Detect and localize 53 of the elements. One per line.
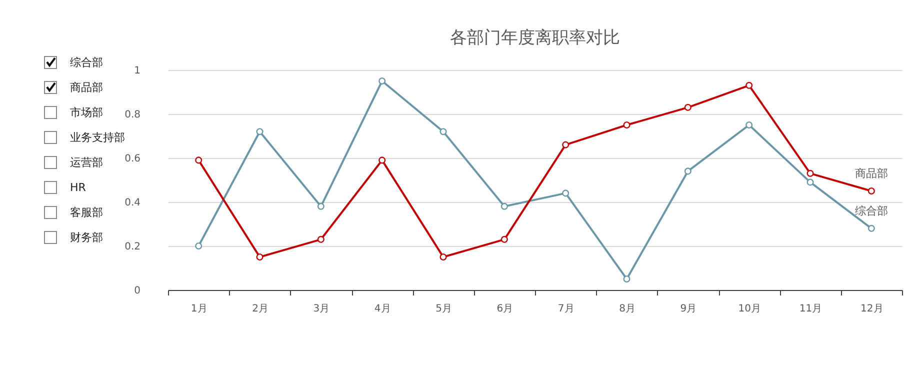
text: 业务支持部: [70, 130, 125, 145]
x-tick-label: 6月: [496, 304, 514, 314]
x-tick-label: 2月: [252, 304, 268, 314]
x-tick-label: 11月: [799, 304, 822, 314]
point: [500, 236, 508, 243]
x-tick-label: 9月: [680, 304, 697, 314]
point: [195, 242, 202, 250]
x-tick-label: 10月: [738, 304, 761, 314]
point: [623, 275, 630, 283]
y-tick-label: 1: [134, 66, 140, 76]
point: [378, 77, 386, 85]
point: [868, 187, 875, 195]
x-tick-label: 7月: [558, 304, 574, 314]
text: 客服部: [70, 205, 103, 220]
point: [195, 156, 202, 164]
point: [440, 253, 447, 261]
text: 财务部: [70, 230, 103, 245]
point: [562, 141, 570, 148]
point: [256, 253, 264, 261]
x-tick-label: 1月: [190, 304, 208, 314]
text: HR: [70, 181, 86, 194]
point: [256, 128, 264, 136]
y-tick-label: 0.2: [124, 242, 140, 252]
y-tick-label: 0.8: [124, 110, 140, 120]
point: [684, 168, 692, 175]
point: [746, 82, 753, 89]
point: [684, 104, 692, 111]
point: [806, 178, 814, 186]
text: 市场部: [70, 105, 103, 120]
x-tick-label: 12月: [860, 304, 884, 314]
y-tick-label: 0.6: [124, 154, 140, 164]
point: [500, 202, 508, 210]
x-tick-label: 5月: [436, 304, 452, 314]
point: [746, 121, 753, 129]
point: [378, 156, 386, 164]
x-tick-label: 8月: [619, 304, 636, 314]
series-label: 综合部: [854, 204, 888, 218]
point: [868, 224, 875, 232]
y-tick-label: 0: [134, 286, 140, 296]
point: [562, 190, 570, 197]
chart-title: 各部门年度离职率对比: [450, 28, 620, 48]
series-label: 商品部: [854, 167, 888, 180]
point: [623, 121, 630, 129]
x-tick-label: 4月: [374, 304, 391, 314]
text: 商品部: [70, 81, 103, 94]
text: 综合部: [70, 56, 103, 69]
point: [440, 128, 447, 136]
text: 运营部: [70, 155, 103, 170]
point: [317, 202, 324, 210]
y-tick-label: 0.4: [124, 198, 140, 208]
x-tick-label: 3月: [313, 304, 330, 314]
point: [806, 170, 814, 177]
point: [317, 236, 324, 243]
